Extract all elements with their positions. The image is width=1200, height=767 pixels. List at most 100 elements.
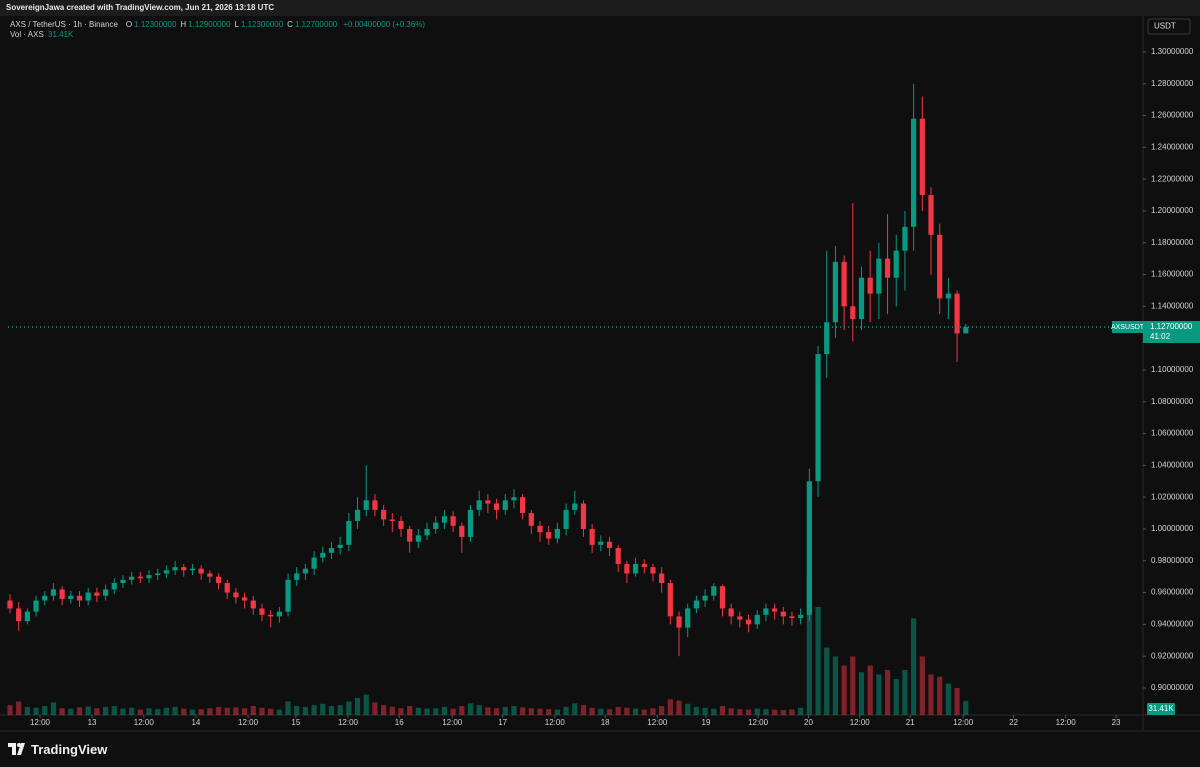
candle-body xyxy=(858,277,865,320)
candle-body xyxy=(911,118,917,227)
candle-body xyxy=(624,563,630,574)
candle-body xyxy=(198,568,204,574)
volume-bar xyxy=(650,708,656,715)
x-tick-label: 12:00 xyxy=(338,718,359,727)
candle-body xyxy=(233,592,239,598)
volume-bar xyxy=(163,707,170,715)
candle-body xyxy=(693,600,700,609)
volume-bar xyxy=(346,701,352,715)
candles xyxy=(7,83,969,657)
volume-bar xyxy=(94,708,100,715)
volume-bar xyxy=(302,706,309,715)
y-tick-label: 1.04000000 xyxy=(1151,460,1194,469)
volume-bar xyxy=(7,705,13,715)
candle-body xyxy=(937,234,943,299)
volume-bar xyxy=(824,647,830,715)
candle-body xyxy=(493,503,500,510)
volume-bar xyxy=(589,707,595,715)
volume-bar xyxy=(719,706,726,715)
y-tick-label: 1.24000000 xyxy=(1151,142,1194,151)
volume-bar xyxy=(441,706,448,715)
volume-bar xyxy=(624,707,630,715)
volume-bar xyxy=(711,708,717,715)
volume-bar xyxy=(354,697,361,715)
volume-bar xyxy=(572,703,578,715)
volume-bar xyxy=(702,707,708,715)
volume-bar xyxy=(198,709,204,715)
candle-body xyxy=(181,567,187,571)
ohlc-value: 1.12300000 xyxy=(240,20,284,29)
volume-bar xyxy=(328,706,335,715)
y-tick-label: 1.26000000 xyxy=(1151,111,1194,120)
volume-bar xyxy=(832,656,839,715)
candle-body xyxy=(189,568,196,571)
candle-body xyxy=(954,293,960,334)
candle-body xyxy=(137,576,143,579)
candle-body xyxy=(337,544,343,549)
candle-body xyxy=(780,611,786,617)
volume-bar xyxy=(789,709,795,715)
volume-bar xyxy=(841,665,847,715)
x-tick-label: 12:00 xyxy=(545,718,566,727)
candle-body xyxy=(94,592,100,596)
volume-bar xyxy=(902,670,908,715)
x-tick-label: 12:00 xyxy=(953,718,974,727)
volume-bar xyxy=(476,705,482,715)
x-tick-label: 12:00 xyxy=(134,718,155,727)
x-tick-label: 12:00 xyxy=(442,718,463,727)
volume-bar xyxy=(102,706,109,715)
volume-bar xyxy=(537,708,543,715)
candle-body xyxy=(155,573,161,576)
candle-body xyxy=(224,583,230,593)
volume-bar xyxy=(754,708,760,715)
candle-body xyxy=(372,500,378,510)
candle-body xyxy=(302,568,309,574)
change: +0.00400000 (+0.36%) xyxy=(343,20,426,29)
y-tick-label: 1.20000000 xyxy=(1151,206,1194,215)
y-tick-label: 1.06000000 xyxy=(1151,429,1194,438)
candle-body xyxy=(719,586,726,609)
volume-bar xyxy=(771,709,778,715)
volume-bar xyxy=(502,706,508,715)
x-tick-label: 21 xyxy=(906,718,915,727)
ohlc-value: 1.12700000 xyxy=(294,20,338,29)
volume-bar xyxy=(294,706,300,715)
candle-body xyxy=(798,614,804,619)
candle-body xyxy=(129,576,135,580)
candle-body xyxy=(754,614,760,625)
candle-body xyxy=(902,226,908,251)
legend: AXS / TetherUS · 1h · Binance O 1.12300000… xyxy=(10,20,429,40)
volume-bar xyxy=(207,708,213,715)
ohlc: O 1.12300000 H 1.12900000 L 1.12300000 C 1.1270… xyxy=(120,20,341,29)
brand: TradingView xyxy=(8,740,107,758)
candle-body xyxy=(884,258,891,278)
candle-body xyxy=(867,277,873,294)
volume-bar xyxy=(389,706,395,715)
volume-bar xyxy=(129,707,135,715)
currency-label: USDT xyxy=(1154,22,1176,31)
candle-body xyxy=(554,528,560,539)
y-tick-label: 1.10000000 xyxy=(1151,365,1194,374)
currency-box xyxy=(1147,18,1191,35)
candle-body xyxy=(50,589,57,596)
candle-body xyxy=(24,611,30,622)
candle-body xyxy=(606,541,613,549)
volume-bar xyxy=(615,706,621,715)
volume-bar xyxy=(276,709,282,715)
volume-bar xyxy=(85,706,91,715)
volume-bar xyxy=(233,707,239,715)
candle-body xyxy=(42,595,48,601)
candle-body xyxy=(311,557,317,569)
volume-bar xyxy=(563,706,569,715)
x-tick-label: 12:00 xyxy=(30,718,51,727)
symbol-title: AXS / TetherUS · 1h · Binance xyxy=(10,20,118,29)
y-tick-label: 1.00000000 xyxy=(1151,524,1194,533)
volume-bar xyxy=(911,618,917,715)
volume-bar xyxy=(928,674,934,715)
y-tick-label: 0.92000000 xyxy=(1151,651,1194,660)
x-tick-label: 19 xyxy=(702,718,711,727)
candle-body xyxy=(241,597,248,601)
volume-bars xyxy=(7,575,969,715)
candle-body xyxy=(433,522,439,529)
candle-body xyxy=(346,521,352,545)
